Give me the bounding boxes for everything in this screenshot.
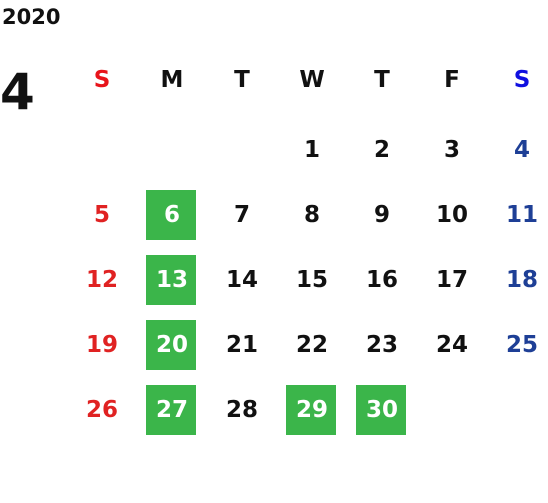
highlight-box	[356, 385, 406, 435]
day-number: 4	[514, 137, 530, 163]
highlight-box	[146, 255, 196, 305]
day-number: 5	[94, 202, 110, 228]
day-number: 22	[296, 332, 328, 358]
day-number: 18	[506, 267, 538, 293]
day-number: 3	[444, 137, 460, 163]
day-number: 13	[156, 267, 188, 293]
day-number: 8	[304, 202, 320, 228]
day-number: 27	[156, 397, 188, 423]
day-number: 28	[226, 397, 258, 423]
day-number: 17	[436, 267, 468, 293]
day-number: 1	[304, 137, 320, 163]
weekday-label: M	[161, 67, 184, 93]
day-number: 12	[86, 267, 118, 293]
day-number: 2	[374, 137, 390, 163]
day-number: 19	[86, 332, 118, 358]
day-number: 7	[234, 202, 250, 228]
day-number: 25	[506, 332, 538, 358]
month: 4	[0, 63, 35, 121]
day-number: 11	[506, 202, 538, 228]
weekday-label: S	[94, 67, 111, 93]
weekday-label: S	[514, 67, 531, 93]
highlight-box	[286, 385, 336, 435]
day-number: 15	[296, 267, 328, 293]
highlight-box	[146, 190, 196, 240]
day-number: 29	[296, 397, 328, 423]
highlight-box	[146, 385, 196, 435]
day-number: 30	[366, 397, 398, 423]
day-number: 24	[436, 332, 468, 358]
weekday-label: W	[299, 67, 324, 93]
weekday-label: T	[374, 67, 390, 93]
day-number: 9	[374, 202, 390, 228]
weekday-label: F	[444, 67, 460, 93]
day-number: 6	[164, 202, 180, 228]
year: 2020	[2, 5, 60, 29]
weekday-label: T	[234, 67, 250, 93]
day-number: 14	[226, 267, 258, 293]
day-number: 21	[226, 332, 258, 358]
day-number: 16	[366, 267, 398, 293]
day-number: 26	[86, 397, 118, 423]
highlight-box	[146, 320, 196, 370]
day-number: 10	[436, 202, 468, 228]
day-number: 23	[366, 332, 398, 358]
day-number: 20	[156, 332, 188, 358]
